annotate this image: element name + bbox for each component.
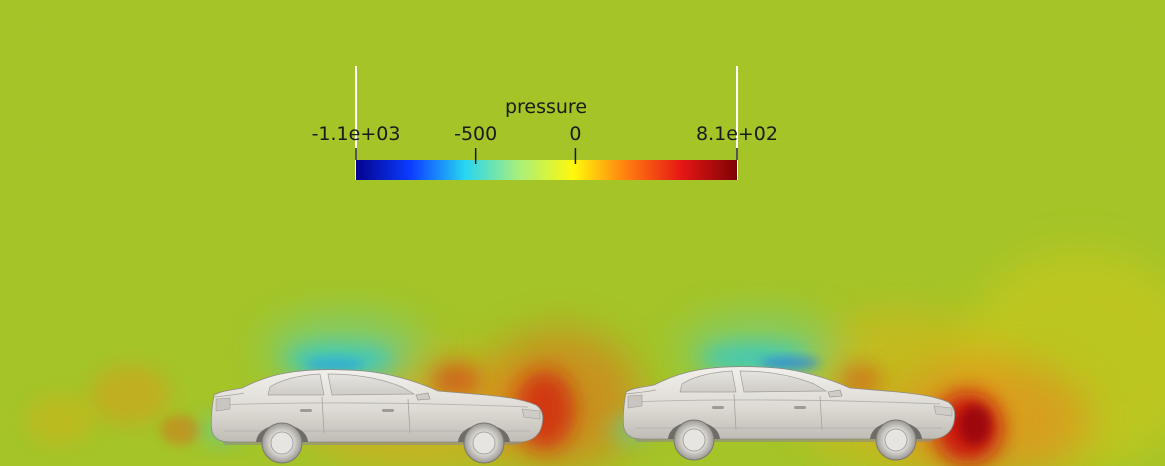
colorbar-ticks: -500 0 <box>454 123 581 164</box>
colorbar-min-label: -1.1e+03 <box>312 123 401 145</box>
colorbar-legend: pressure -1.1e+03 8.1e+02 -500 0 <box>312 66 778 180</box>
colorbar-tick-label: 0 <box>569 123 581 145</box>
colorbar-title: pressure <box>505 96 587 118</box>
colorbar-max-label: 8.1e+02 <box>696 123 778 145</box>
colorbar-bar <box>356 160 737 180</box>
colorbar-tick-label: -500 <box>454 123 497 145</box>
